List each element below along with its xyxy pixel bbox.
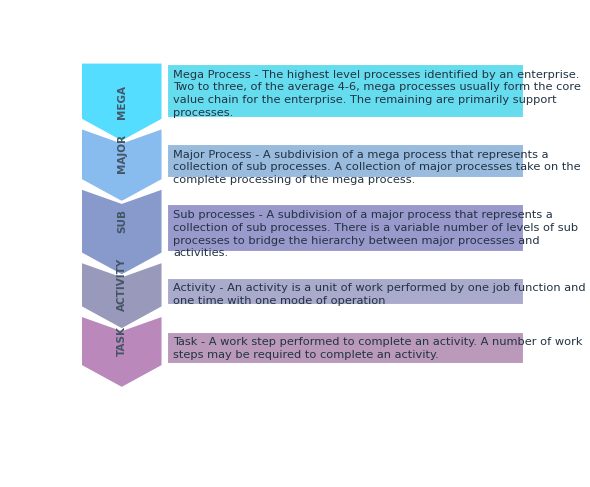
FancyBboxPatch shape [168,64,524,118]
Text: TASK: TASK [117,325,127,356]
FancyBboxPatch shape [168,144,524,178]
FancyBboxPatch shape [168,205,524,251]
Polygon shape [81,128,163,203]
Text: Major Process - A subdivision of a mega process that represents a
collection of : Major Process - A subdivision of a mega … [173,150,581,185]
Polygon shape [81,261,163,330]
Text: Task - A work step performed to complete an activity. A number of work
steps may: Task - A work step performed to complete… [173,337,582,360]
Polygon shape [81,315,163,389]
Polygon shape [81,188,163,276]
Text: Activity - An activity is a unit of work performed by one job function and at
on: Activity - An activity is a unit of work… [173,283,590,306]
Text: Sub processes - A subdivision of a major process that represents a
collection of: Sub processes - A subdivision of a major… [173,210,578,259]
Text: Mega Process - The highest level processes identified by an enterprise.
Two to t: Mega Process - The highest level process… [173,70,581,118]
Text: MAJOR: MAJOR [117,134,127,173]
Polygon shape [81,62,163,142]
Text: SUB: SUB [117,208,127,233]
FancyBboxPatch shape [168,278,524,305]
Text: ACTIVITY: ACTIVITY [117,258,127,311]
Text: MEGA: MEGA [117,85,127,119]
FancyBboxPatch shape [168,332,524,364]
